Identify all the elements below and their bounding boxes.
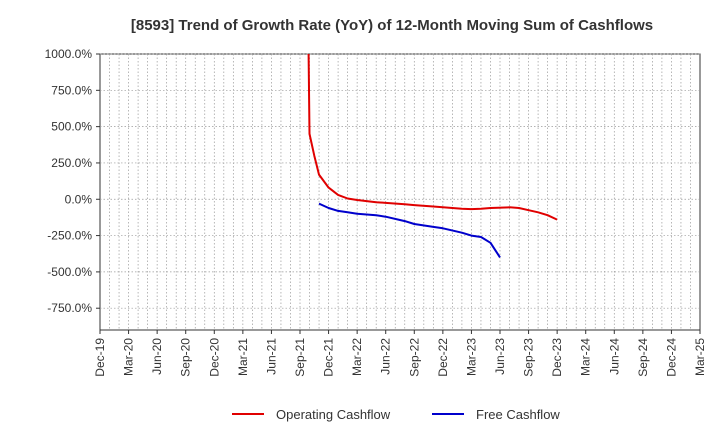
x-tick-label: Sep-22 <box>407 338 421 377</box>
y-tick-label: -250.0% <box>47 229 92 243</box>
x-axis-ticks: Dec-19 Mar-20 Jun-20 Sep-20 Dec-20 Mar-21 Jun-… <box>93 330 707 377</box>
x-tick-label: Dec-24 <box>664 338 678 377</box>
y-tick-label: 1000.0% <box>45 47 93 61</box>
x-tick-label: Mar-21 <box>236 338 250 376</box>
y-tick-label: -750.0% <box>47 301 92 315</box>
x-tick-label: Jun-24 <box>607 338 621 375</box>
x-tick-label: Mar-25 <box>693 338 707 376</box>
x-tick-label: Jun-22 <box>379 338 393 375</box>
grid <box>100 53 700 330</box>
x-tick-label: Mar-22 <box>350 338 364 376</box>
x-tick-label: Mar-20 <box>122 338 136 376</box>
series-line-operating-cashflow <box>307 53 558 221</box>
x-tick-label: Dec-23 <box>550 338 564 377</box>
x-tick-label: Mar-23 <box>464 338 478 376</box>
chart-title: [8593] Trend of Growth Rate (YoY) of 12-… <box>131 17 653 34</box>
legend-free-label: Free Cashflow <box>476 407 560 422</box>
x-tick-label: Sep-20 <box>179 338 193 377</box>
x-tick-label: Sep-24 <box>636 338 650 377</box>
x-tick-label: Jun-21 <box>264 338 278 375</box>
plot-area <box>99 53 701 331</box>
x-tick-label: Dec-19 <box>93 338 107 377</box>
x-tick-label: Dec-21 <box>322 338 336 377</box>
series <box>307 53 558 258</box>
x-tick-label: Mar-24 <box>579 338 593 376</box>
y-tick-label: 750.0% <box>51 83 92 97</box>
x-tick-label: Jun-23 <box>493 338 507 375</box>
series-line-free-cashflow <box>318 202 501 258</box>
x-tick-label: Dec-22 <box>436 338 450 377</box>
y-tick-label: 0.0% <box>65 192 93 206</box>
plot-frame <box>99 53 701 331</box>
legend-operating-label: Operating Cashflow <box>276 407 391 422</box>
y-tick-label: 250.0% <box>51 156 92 170</box>
y-axis-ticks: 1000.0% 750.0% 500.0% 250.0% 0.0% -250.0% -500… <box>45 47 100 315</box>
x-tick-label: Jun-20 <box>150 338 164 375</box>
y-tick-label: -500.0% <box>47 265 92 279</box>
legend: Operating Cashflow Free Cashflow <box>232 407 560 422</box>
x-tick-label: Sep-21 <box>293 338 307 377</box>
y-tick-label: 500.0% <box>51 120 92 134</box>
x-tick-label: Sep-23 <box>522 338 536 377</box>
x-tick-label: Dec-20 <box>207 338 221 377</box>
